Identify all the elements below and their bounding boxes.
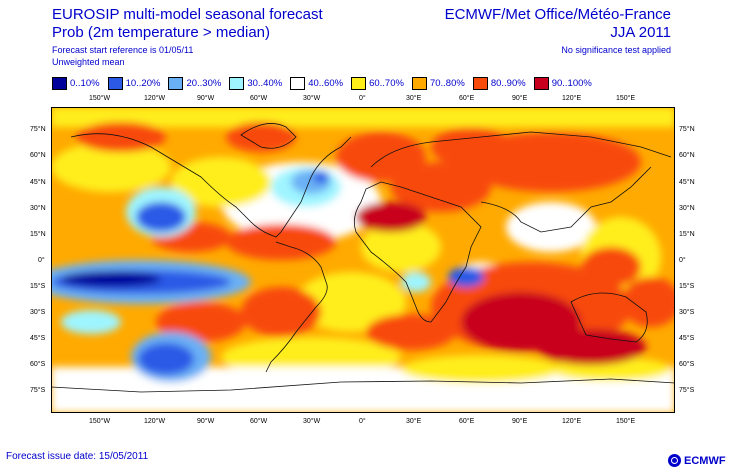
legend-item: 80..90%	[472, 76, 532, 91]
legend-swatch	[52, 77, 67, 90]
lon-label-bottom: 60°W	[250, 418, 268, 425]
map-title: EUROSIP multi-model seasonal forecast	[52, 6, 323, 23]
probability-map	[51, 107, 675, 413]
legend-swatch	[411, 77, 427, 90]
legend-swatch	[290, 77, 306, 90]
coastlines	[51, 123, 675, 393]
lon-label-top: 150°E	[616, 95, 636, 102]
lon-label-bottom: 90°E	[512, 418, 528, 425]
lat-label-left: 45°N	[30, 179, 46, 186]
lon-label-top: 90°E	[512, 95, 528, 102]
legend-label: 40..60%	[308, 78, 344, 89]
lat-label-left: 75°N	[30, 126, 46, 133]
lon-label-top: 90°W	[197, 95, 215, 102]
lat-label-right: 15°S	[679, 283, 695, 290]
legend-swatch	[533, 77, 549, 90]
legend-label: 10..20%	[125, 78, 161, 89]
legend-swatch	[472, 77, 488, 90]
lon-label-top: 0°	[359, 95, 366, 102]
map-subtitle: Prob (2m temperature > median)	[52, 24, 271, 41]
mean-type: Unweighted mean	[52, 57, 125, 67]
legend-label: 80..90%	[490, 78, 526, 89]
legend-item: 60..70%	[351, 76, 410, 91]
lat-label-left: 45°S	[30, 335, 46, 342]
lat-label-right: 45°N	[679, 179, 695, 186]
legend-item: 30..40%	[229, 76, 288, 91]
lon-label-bottom: 150°E	[616, 418, 636, 425]
legend-swatch	[351, 77, 367, 90]
lat-label-right: 30°N	[679, 205, 695, 212]
lon-label-top: 30°W	[303, 95, 321, 102]
legend-label: 90..100%	[551, 78, 592, 89]
probability-field	[51, 107, 675, 413]
lat-label-left: 60°N	[30, 152, 46, 159]
lon-label-bottom: 30°E	[406, 418, 422, 425]
lat-label-left: 30°N	[30, 205, 46, 212]
lat-label-right: 60°N	[679, 152, 695, 159]
lat-label-left: 0°	[38, 257, 45, 264]
lon-label-top: 120°E	[562, 95, 582, 102]
lon-label-bottom: 120°W	[144, 418, 166, 425]
lat-label-right: 30°S	[679, 309, 695, 316]
lat-label-right: 75°S	[679, 387, 695, 394]
legend-label: 0..10%	[70, 78, 100, 89]
lat-label-left: 60°S	[30, 361, 46, 368]
legend-item: 90..100%	[533, 76, 598, 91]
issue-date: Forecast issue date: 15/05/2011	[6, 451, 149, 462]
lat-label-left: 15°S	[30, 283, 46, 290]
lon-label-top: 60°W	[250, 95, 268, 102]
probability-legend: 0..10% 10..20% 20..30% 30..40% 40..60% 6…	[52, 76, 600, 91]
lon-label-bottom: 90°W	[197, 418, 215, 425]
lon-label-bottom: 120°E	[562, 418, 582, 425]
season-label: JJA 2011	[610, 24, 671, 41]
legend-swatch	[168, 77, 184, 90]
lon-label-top: 150°W	[89, 95, 111, 102]
legend-item: 10..20%	[107, 76, 167, 91]
legend-label: 20..30%	[186, 78, 222, 89]
lat-label-right: 45°S	[679, 335, 695, 342]
ecmwf-logo: ECMWF	[668, 454, 726, 467]
lat-label-right: 15°N	[679, 231, 695, 238]
map-frame	[51, 107, 675, 413]
ecmwf-logo-text: ECMWF	[684, 454, 726, 467]
lon-label-bottom: 30°W	[303, 418, 321, 425]
legend-item: 70..80%	[411, 76, 471, 91]
legend-item: 40..60%	[290, 76, 349, 91]
lon-label-top: 60°E	[459, 95, 475, 102]
lat-label-left: 15°N	[30, 231, 46, 238]
lon-label-top: 30°E	[406, 95, 422, 102]
lat-label-right: 75°N	[679, 126, 695, 133]
provider-title: ECMWF/Met Office/Météo-France	[444, 6, 671, 23]
legend-label: 60..70%	[369, 78, 404, 89]
start-reference: Forecast start reference is 01/05/11	[52, 45, 194, 55]
ecmwf-logo-icon	[668, 454, 681, 467]
lat-label-left: 75°S	[30, 387, 46, 394]
lat-label-left: 30°S	[30, 309, 46, 316]
legend-label: 70..80%	[429, 78, 465, 89]
lon-label-bottom: 0°	[359, 418, 366, 425]
legend-label: 30..40%	[247, 78, 283, 89]
legend-swatch	[229, 77, 245, 90]
lon-label-bottom: 150°W	[89, 418, 111, 425]
legend-item: 20..30%	[168, 76, 227, 91]
lat-label-right: 60°S	[679, 361, 695, 368]
legend-item: 0..10%	[52, 76, 106, 91]
lat-label-right: 0°	[679, 257, 686, 264]
legend-swatch	[107, 77, 123, 90]
lon-label-top: 120°W	[144, 95, 166, 102]
lon-label-bottom: 60°E	[459, 418, 475, 425]
significance-note: No significance test applied	[561, 45, 671, 55]
